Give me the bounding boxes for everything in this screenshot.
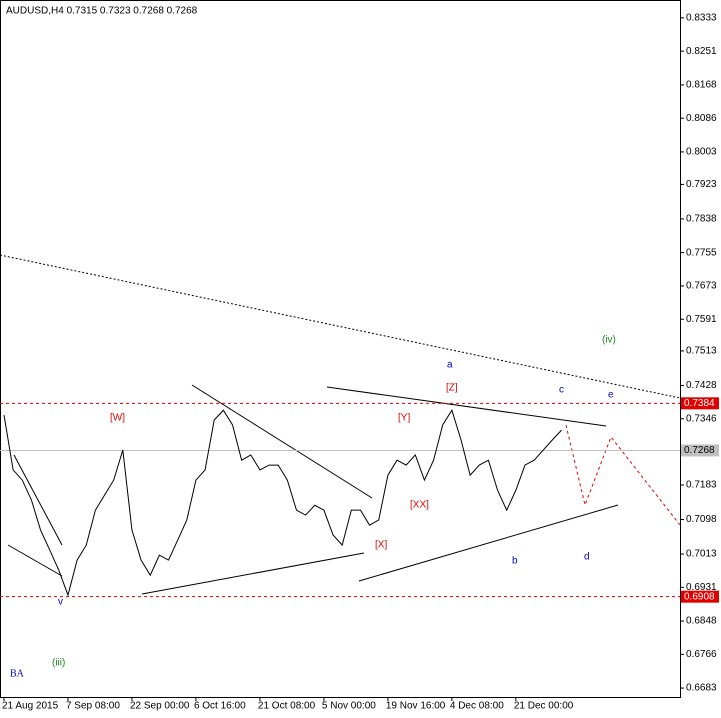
current-price-label: 0.7268 (684, 445, 715, 456)
level-label: 0.7384 (684, 398, 715, 409)
y-tick-label: 0.6931 (686, 582, 717, 593)
wave-label: v (58, 597, 63, 608)
y-tick-label: 0.7513 (686, 346, 717, 357)
y-tick-label: 0.6848 (686, 616, 717, 627)
wave-label: (iv) (602, 335, 616, 346)
y-tick-label: 0.7838 (686, 214, 717, 225)
x-tick-label: 19 Nov 16:00 (386, 701, 446, 712)
current-price-box (681, 444, 719, 457)
long-trendline (0, 254, 681, 399)
y-tick-label: 0.7013 (686, 549, 717, 560)
x-tick-label: 7 Sep 08:00 (66, 701, 120, 712)
y-tick-label: 0.7346 (686, 413, 717, 424)
level-label-box (681, 590, 719, 603)
x-tick-label: 6 Oct 16:00 (194, 701, 246, 712)
price-line (3, 409, 562, 597)
wave-label: BA (10, 668, 25, 679)
trendline (358, 504, 619, 582)
y-tick-label: 0.7755 (686, 247, 717, 258)
trendline (326, 386, 607, 427)
x-tick-label: 21 Dec 00:00 (514, 701, 574, 712)
wave-label: [Y] (398, 413, 410, 424)
y-tick-label: 0.8333 (686, 13, 717, 24)
y-tick-label: 0.7673 (686, 281, 717, 292)
y-tick-label: 0.8003 (686, 147, 717, 158)
trendline (191, 384, 373, 499)
x-tick-label: 22 Sep 00:00 (130, 701, 190, 712)
y-tick-label: 0.6766 (686, 649, 717, 660)
wave-label: b (512, 556, 518, 567)
chart-title: AUDUSD,H4 0.7315 0.7323 0.7268 0.7268 (6, 6, 198, 17)
wave-label: [Z] (446, 383, 458, 394)
x-tick-label: 21 Aug 2015 (2, 701, 59, 712)
level-label: 0.6908 (684, 591, 715, 602)
wave-label: c (559, 385, 564, 396)
wave-label: (iii) (52, 658, 65, 669)
x-tick-label: 4 Dec 08:00 (450, 701, 504, 712)
level-label-box (681, 397, 719, 410)
trendline (13, 454, 63, 546)
x-tick-label: 21 Oct 08:00 (258, 701, 316, 712)
y-tick-label: 0.7923 (686, 179, 717, 190)
plot-frame (0, 0, 681, 698)
forecast-path (565, 424, 681, 526)
wave-label: [W] (110, 413, 125, 424)
y-tick-label: 0.6683 (686, 683, 717, 694)
y-tick-label: 0.7428 (686, 380, 717, 391)
y-tick-label: 0.7183 (686, 480, 717, 491)
x-tick-label: 5 Nov 00:00 (322, 701, 376, 712)
trendline (7, 544, 63, 577)
y-tick-label: 0.8251 (686, 46, 717, 57)
wave-label: d (584, 552, 590, 563)
wave-label: e (608, 390, 614, 401)
y-tick-label: 0.8086 (686, 113, 717, 124)
trendline (141, 552, 365, 595)
y-tick-label: 0.7098 (686, 514, 717, 525)
y-tick-label: 0.7591 (686, 314, 717, 325)
wave-label: a (447, 360, 453, 371)
wave-label: [X] (375, 540, 387, 551)
y-tick-label: 0.8168 (686, 80, 717, 91)
wave-label: [XX] (410, 500, 429, 511)
